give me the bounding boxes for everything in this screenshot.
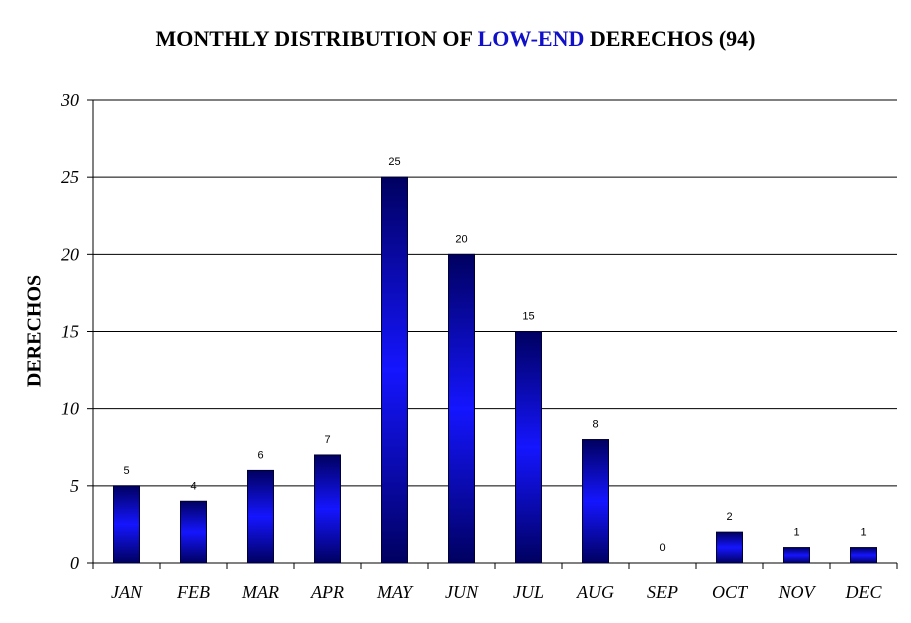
- x-tick-label-jan: JAN: [111, 582, 143, 602]
- x-tick-label-nov: NOV: [778, 582, 817, 602]
- x-tick-label-dec: DEC: [845, 582, 883, 602]
- x-tick-label-may: MAY: [376, 582, 414, 602]
- x-tick-label-apr: APR: [310, 582, 344, 602]
- bar-aug: [582, 439, 609, 564]
- data-label-dec: 1: [860, 527, 866, 539]
- bar-dec: [850, 547, 877, 564]
- data-label-feb: 4: [190, 480, 196, 492]
- x-tick-label-aug: AUG: [576, 582, 614, 602]
- data-label-oct: 2: [726, 511, 732, 523]
- data-label-jan: 5: [123, 465, 129, 477]
- bar-mar: [247, 469, 274, 564]
- data-label-sep: 0: [659, 542, 665, 554]
- bar-jun: [448, 253, 475, 564]
- title-highlight: LOW-END: [477, 26, 585, 51]
- y-tick-label: 5: [70, 476, 79, 496]
- y-tick-label: 25: [61, 167, 79, 187]
- data-label-aug: 8: [592, 419, 598, 431]
- y-tick-label: 20: [61, 244, 79, 264]
- title-prefix: MONTHLY DISTRIBUTION OF: [155, 26, 478, 51]
- bar-oct: [716, 531, 743, 564]
- bar-jan: [113, 485, 140, 564]
- data-label-jul: 15: [522, 311, 534, 323]
- data-label-nov: 1: [793, 527, 799, 539]
- y-tick-label: 30: [60, 90, 79, 110]
- bar-jul: [515, 331, 542, 564]
- x-tick-label-mar: MAR: [241, 582, 279, 602]
- data-label-mar: 6: [257, 449, 263, 461]
- x-tick-label-oct: OCT: [712, 582, 749, 602]
- title-suffix: DERECHOS (94): [584, 26, 756, 51]
- bar-feb: [180, 500, 207, 564]
- bar-may: [381, 176, 408, 564]
- x-tick-label-sep: SEP: [647, 582, 678, 602]
- x-tick-label-jun: JUN: [445, 582, 479, 602]
- y-tick-label: 15: [61, 322, 79, 342]
- chart-title: MONTHLY DISTRIBUTION OF LOW-END DERECHOS…: [0, 26, 911, 52]
- bar-apr: [314, 454, 341, 564]
- data-label-may: 25: [388, 156, 400, 168]
- data-label-apr: 7: [324, 434, 330, 446]
- y-tick-label: 10: [61, 399, 79, 419]
- y-tick-label: 0: [70, 553, 79, 573]
- x-tick-label-jul: JUL: [513, 582, 544, 602]
- x-tick-label-feb: FEB: [176, 582, 210, 602]
- bar-nov: [783, 547, 810, 564]
- data-label-jun: 20: [455, 233, 467, 245]
